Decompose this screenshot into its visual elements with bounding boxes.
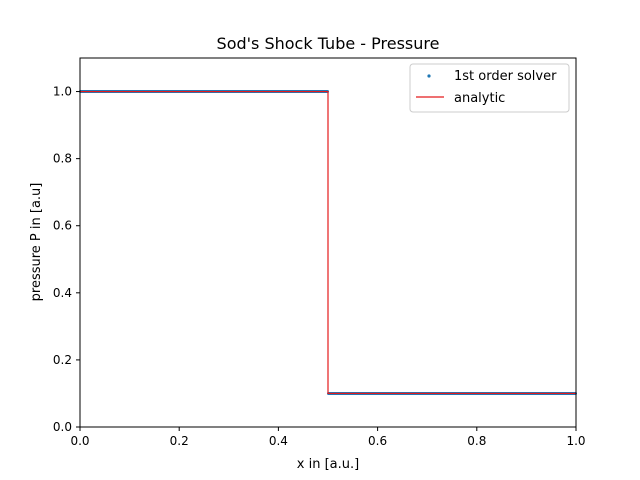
legend-analytic-label: analytic — [454, 91, 505, 106]
legend-solver-marker — [427, 74, 431, 78]
analytic-line — [80, 90, 576, 395]
x-tick-label: 0.4 — [269, 434, 288, 448]
y-tick-label: 0.0 — [53, 420, 72, 434]
y-tick-label: 0.4 — [53, 286, 72, 300]
y-tick-label: 1.0 — [53, 85, 72, 99]
y-axis-ticks: 0.0 0.2 0.4 0.6 0.8 1.0 — [53, 85, 80, 434]
x-tick-label: 0.0 — [70, 434, 89, 448]
axes-frame — [79, 57, 577, 428]
x-tick-label: 0.2 — [170, 434, 189, 448]
y-tick-label: 0.2 — [53, 353, 72, 367]
x-tick-label: 0.6 — [368, 434, 387, 448]
y-axis-label: pressure P in [a.u] — [29, 183, 44, 302]
x-axis-ticks: 0.0 0.2 0.4 0.6 0.8 1.0 — [70, 427, 586, 448]
legend: 1st order solver analytic — [409, 63, 570, 113]
y-tick-label: 0.8 — [53, 152, 72, 166]
analytic-series — [80, 90, 576, 395]
chart-title: Sod's Shock Tube - Pressure — [217, 34, 440, 53]
legend-solver-label: 1st order solver — [454, 69, 557, 84]
legend-box — [409, 63, 570, 113]
x-tick-label: 1.0 — [566, 434, 585, 448]
y-tick-label: 0.6 — [53, 219, 72, 233]
x-axis-label: x in [a.u.] — [297, 457, 359, 472]
x-tick-label: 0.8 — [467, 434, 486, 448]
